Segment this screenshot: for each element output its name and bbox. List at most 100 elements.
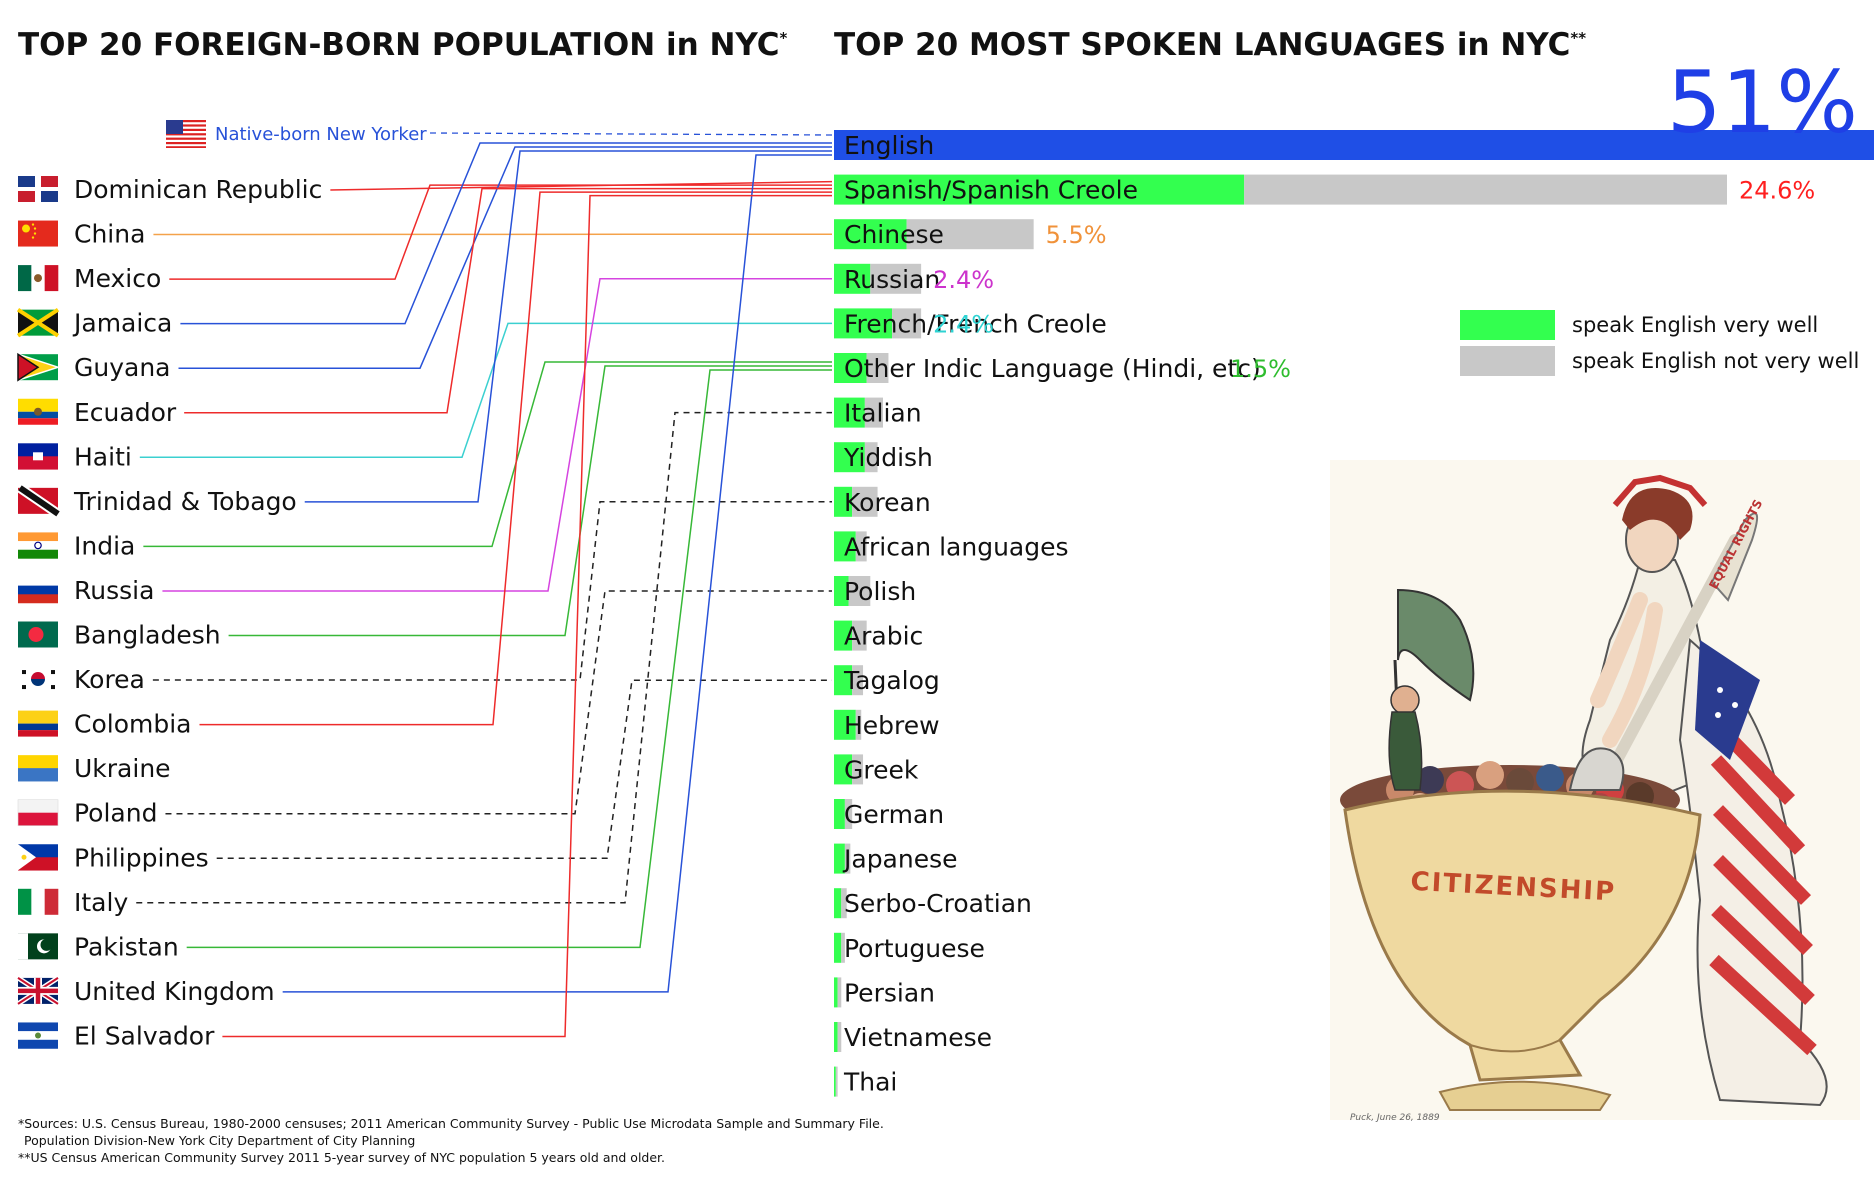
country-row-italy: Italy (18, 888, 128, 917)
country-row-el-salvador: El Salvador (18, 1021, 215, 1050)
bar-thai-very-well (834, 1067, 836, 1097)
guyana-flag-icon (18, 354, 58, 380)
country-label-pakistan: Pakistan (74, 932, 179, 961)
country-row-korea: Korea (18, 665, 145, 694)
country-label-colombia: Colombia (74, 710, 191, 739)
country-row-guyana: Guyana (18, 353, 171, 382)
bar-label-thai: Thai (843, 1068, 897, 1097)
bar-label-yiddish: Yiddish (843, 443, 933, 472)
country-label-haiti: Haiti (74, 442, 132, 471)
country-row-mexico: Mexico (18, 264, 161, 293)
legend-swatch-very-well (1460, 310, 1555, 340)
data-label-spanish-spanish-creole: 24.6% (1739, 177, 1815, 205)
data-label-chinese: 5.5% (1046, 221, 1107, 249)
connector-bangladesh-to-other-indic-language-hindi-etc (229, 366, 832, 636)
bar-vietnamese-not-very-well (838, 1022, 842, 1052)
ecuador-flag-icon (18, 399, 58, 425)
bar-label-tagalog: Tagalog (843, 666, 940, 695)
country-row-india: India (18, 531, 135, 560)
jamaica-flag-icon (18, 310, 58, 336)
connector-native-born-new-yorker-to-english (430, 133, 832, 135)
native-born-row: Native-born New Yorker (166, 120, 427, 148)
poland-flag-icon (18, 800, 58, 826)
connector-philippines-to-tagalog (217, 680, 832, 858)
bar-persian-not-very-well (838, 977, 842, 1007)
country-row-ecuador: Ecuador (18, 398, 177, 427)
connector-lines (136, 133, 832, 1036)
el-salvador-flag-icon (18, 1022, 58, 1048)
country-row-jamaica: Jamaica (18, 309, 172, 338)
country-row-poland: Poland (18, 799, 157, 828)
country-list: Dominican RepublicChinaMexicoJamaicaGuya… (18, 175, 322, 1050)
right-title: TOP 20 MOST SPOKEN LANGUAGES in NYC** (834, 27, 1586, 63)
illustration-credit: Puck, June 26, 1889 (1350, 1113, 1440, 1123)
country-row-pakistan: Pakistan (18, 932, 179, 961)
country-row-haiti: Haiti (18, 442, 132, 471)
haiti-flag-icon (18, 443, 58, 469)
english-percent-label: 51% (1667, 53, 1858, 153)
country-label-jamaica: Jamaica (72, 309, 172, 338)
melting-pot-illustration: EQUAL RIGHTS CITIZENSHIP Puck, June 26, … (1330, 460, 1860, 1123)
country-label-ecuador: Ecuador (74, 398, 177, 427)
bar-spanish-spanish-creole-not-very-well (1244, 175, 1727, 205)
data-label-russian: 2.4% (933, 266, 994, 294)
country-label-dominican-republic: Dominican Republic (74, 175, 322, 204)
footnote-sources: *Sources: U.S. Census Bureau, 1980-2000 … (18, 1116, 884, 1131)
country-label-trinidad-tobago: Trinidad & Tobago (73, 487, 297, 516)
connector-trinidad-tobago-to-english (305, 151, 832, 502)
bar-label-serbo-croatian: Serbo-Croatian (844, 889, 1032, 918)
country-label-korea: Korea (74, 665, 145, 694)
bar-label-german: German (844, 800, 944, 829)
bangladesh-flag-icon (18, 622, 58, 648)
legend-label-not-very-well: speak English not very well (1572, 349, 1859, 373)
country-label-united-kingdom: United Kingdom (74, 977, 275, 1006)
country-row-trinidad-tobago: Trinidad & Tobago (18, 487, 297, 516)
country-row-dominican-republic: Dominican Republic (18, 175, 322, 204)
native-born-label: Native-born New Yorker (215, 124, 427, 145)
bar-label-spanish-spanish-creole: Spanish/Spanish Creole (844, 176, 1138, 205)
country-label-poland: Poland (74, 799, 157, 828)
bar-label-arabic: Arabic (844, 622, 923, 651)
country-label-philippines: Philippines (74, 843, 209, 872)
country-row-united-kingdom: United Kingdom (18, 977, 275, 1006)
ukraine-flag-icon (18, 755, 58, 781)
bar-label-african-languages: African languages (844, 532, 1069, 561)
bar-label-russian: Russian (844, 265, 940, 294)
bar-thai-not-very-well (836, 1067, 838, 1097)
bar-persian-very-well (834, 977, 838, 1007)
bar-label-vietnamese: Vietnamese (844, 1023, 992, 1052)
bar-label-italian: Italian (844, 399, 922, 428)
bar-label-chinese: Chinese (844, 220, 944, 249)
bar-label-japanese: Japanese (842, 845, 958, 874)
connector-jamaica-to-english (180, 143, 832, 324)
bar-label-hebrew: Hebrew (844, 711, 940, 740)
footnote-population-division: Population Division-New York City Depart… (24, 1133, 415, 1148)
bar-label-persian: Persian (844, 978, 935, 1007)
connector-russia-to-russian (162, 279, 832, 591)
country-row-philippines: Philippines (18, 843, 209, 872)
china-flag-icon (18, 221, 58, 247)
bar-label-other-indic-language-hindi-etc: Other Indic Language (Hindi, etc) (844, 354, 1261, 383)
russia-flag-icon (18, 577, 58, 603)
country-row-ukraine: Ukraine (18, 754, 171, 783)
legend-label-very-well: speak English very well (1572, 313, 1818, 337)
legend: speak English very well speak English no… (1460, 310, 1859, 376)
country-label-guyana: Guyana (74, 353, 171, 382)
connector-colombia-to-spanish-spanish-creole (199, 192, 832, 725)
philippines-flag-icon (18, 844, 58, 870)
bar-label-greek: Greek (844, 755, 919, 784)
country-label-ukraine: Ukraine (74, 754, 171, 783)
country-label-india: India (74, 531, 135, 560)
connector-ecuador-to-spanish-spanish-creole (184, 189, 832, 413)
korea-flag-icon (18, 666, 58, 692)
country-row-russia: Russia (18, 576, 154, 605)
country-row-colombia: Colombia (18, 710, 191, 739)
connector-india-to-other-indic-language-hindi-etc (143, 362, 832, 546)
bar-label-portuguese: Portuguese (844, 934, 985, 963)
bar-label-korean: Korean (844, 488, 931, 517)
connector-united-kingdom-to-english (283, 155, 832, 992)
dominican-republic-flag-icon (18, 176, 58, 202)
country-label-mexico: Mexico (74, 264, 161, 293)
us-flag-icon (166, 120, 206, 148)
